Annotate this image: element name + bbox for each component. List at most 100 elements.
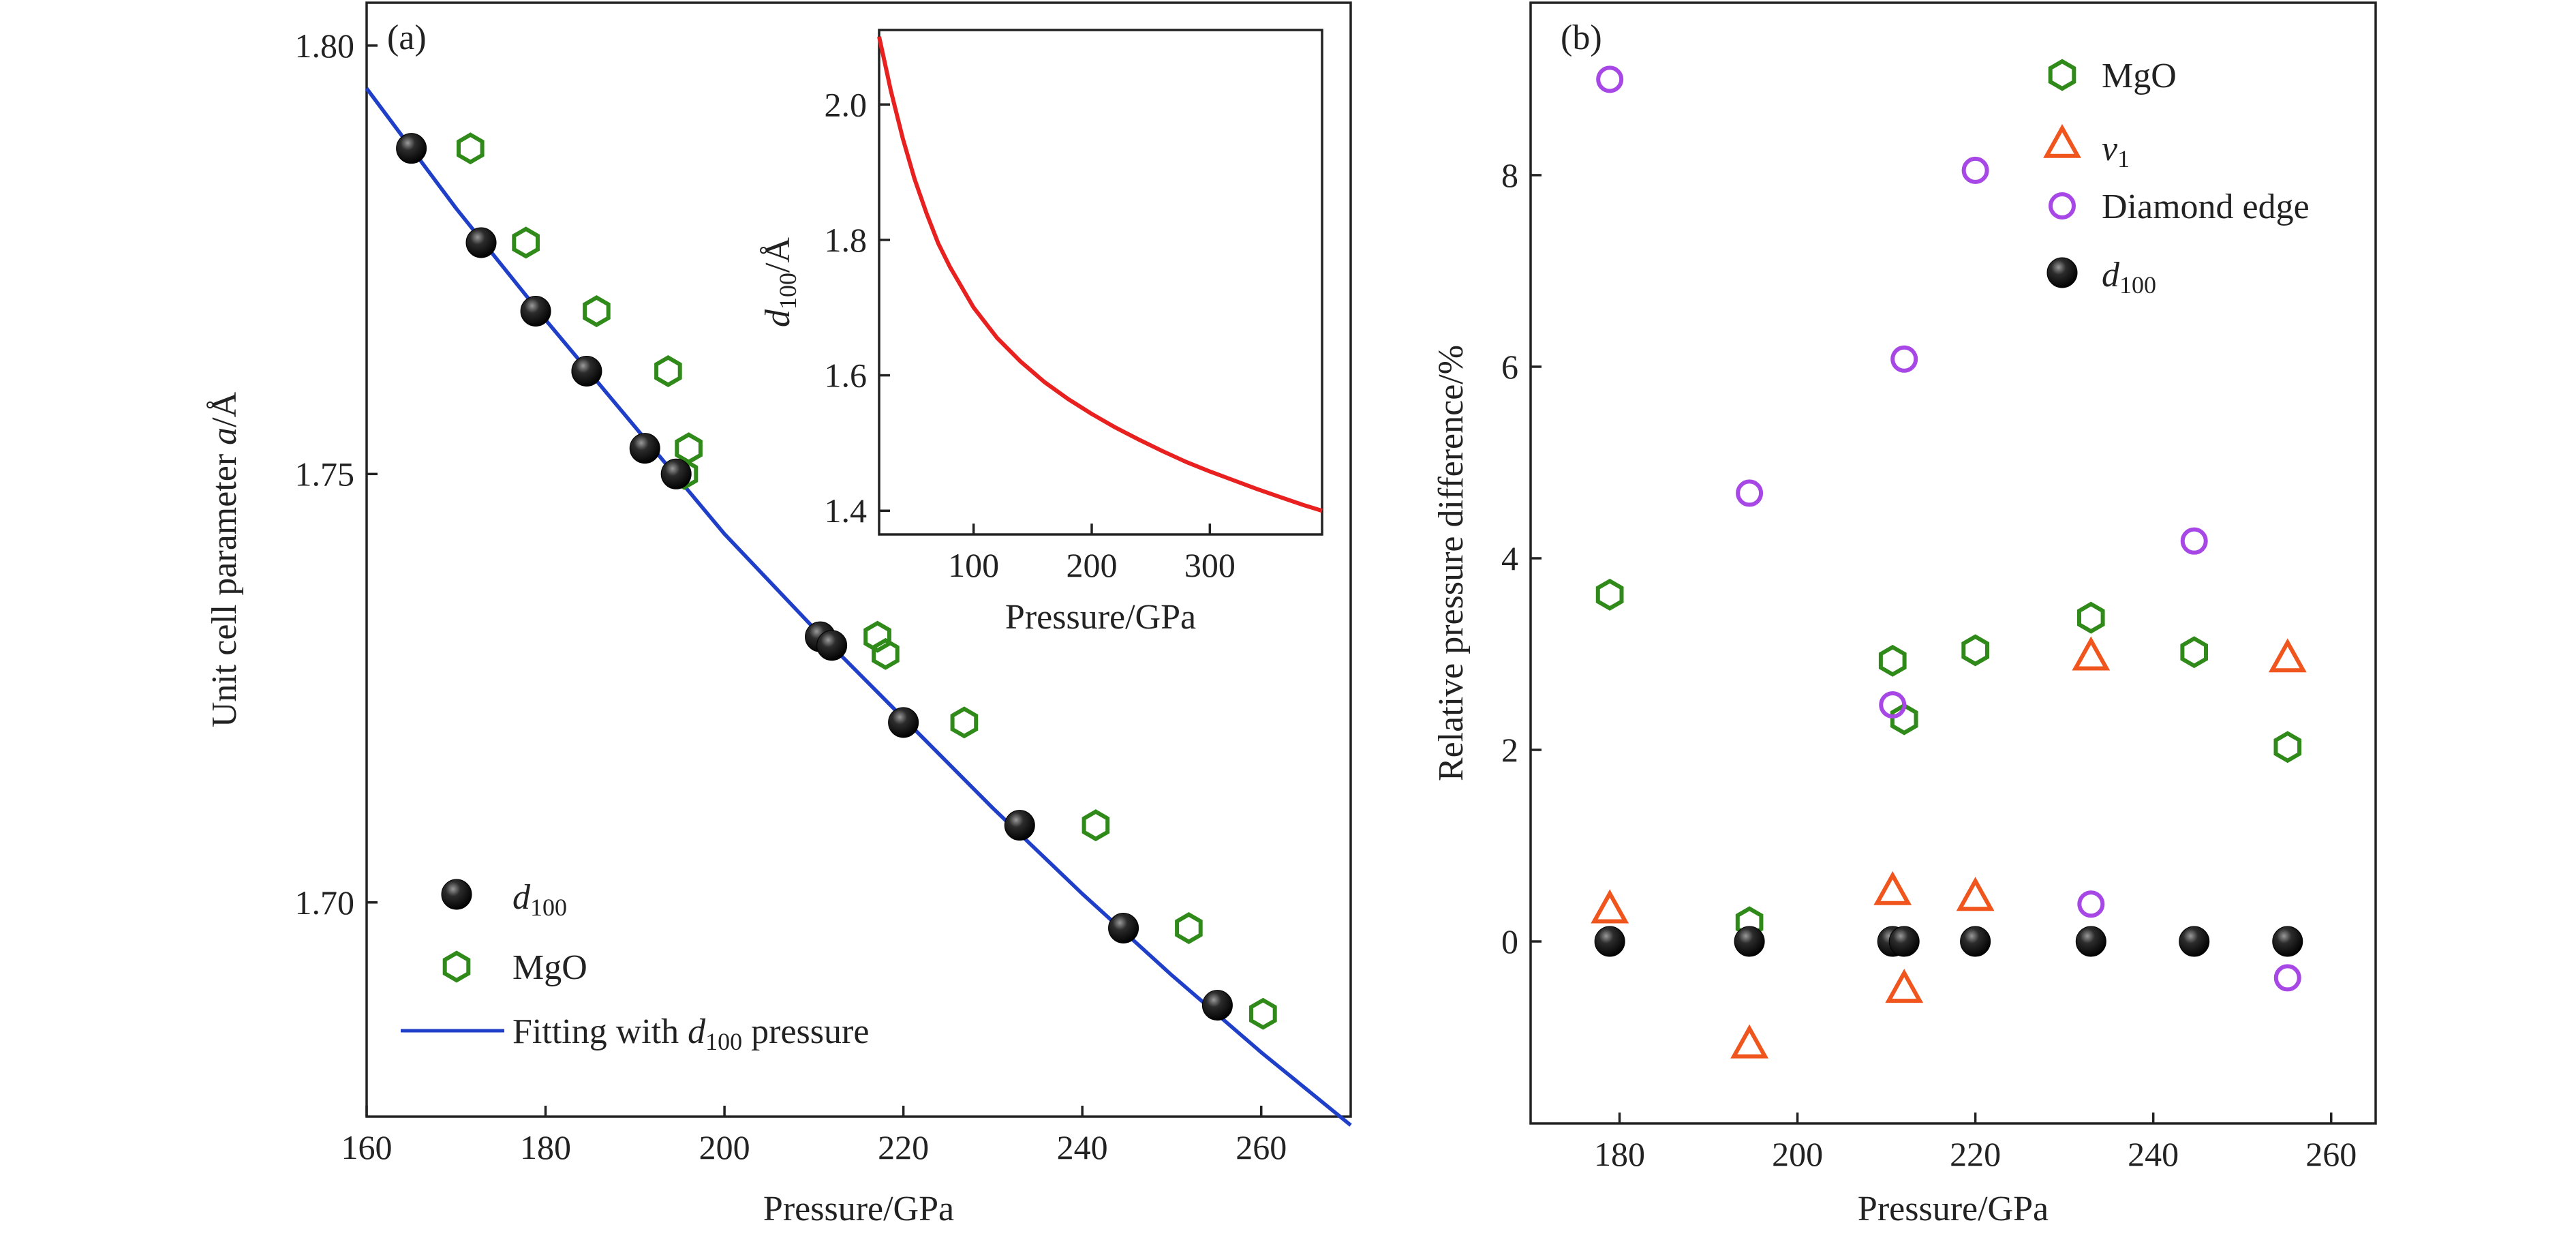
panel-b-diamond-point-5 <box>2077 890 2105 918</box>
panel-a-y-axis-label: Unit cell parameter a/Å <box>205 391 244 727</box>
legend-fit-after: pressure <box>742 1012 869 1051</box>
inset-y-axis-label: d100/Å <box>758 237 801 327</box>
panel-b-legend-nu1-marker <box>2043 123 2081 158</box>
panel-b-d100-point-5 <box>2075 926 2106 957</box>
legend-fit-before: Fitting with <box>512 1012 688 1051</box>
panel-b-x-tick-label-260: 260 <box>2305 1135 2357 1173</box>
inset-curve <box>877 36 1323 513</box>
panel-b-nu1-point-0 <box>1591 889 1629 924</box>
panel-b-d100-point-7 <box>2272 926 2303 957</box>
panel-b-nu1-point-5 <box>2072 636 2111 671</box>
panel-b-legend-nu1-symbol <box>2043 123 2081 158</box>
panel-b-mgo-point-4 <box>1961 634 1989 667</box>
panel-a-mgo-point-10 <box>1175 912 1203 944</box>
panel-a-d100-point-1 <box>465 227 497 258</box>
panel-b-x-tick-label-220: 220 <box>1950 1135 2001 1173</box>
panel-b-legend-mgo-marker <box>2048 59 2076 91</box>
panel-b-label: (b) <box>1561 18 1602 57</box>
panel-a-mgo-point-7 <box>872 637 900 670</box>
panel-b-nu1-point-3 <box>1885 969 1924 1003</box>
panel-a-y-tick-label-1: 1.75 <box>295 455 355 493</box>
panel-b-mgo-point-7 <box>2273 731 2302 763</box>
inset-x-tick-label-100: 100 <box>948 546 999 584</box>
panel-b-nu1-point-1 <box>1730 1024 1769 1059</box>
inset-x-axis-label: Pressure/GPa <box>1005 598 1196 637</box>
inset-y-tick-label-1: 1.6 <box>825 357 868 395</box>
panel-a-legend-d100-marker <box>441 879 472 910</box>
panel-a-d100-point-9 <box>1004 810 1035 841</box>
panel-b: 180 200 220 240 260 0 2 4 6 8 (b) Pressure/GPa R… <box>1432 1 2377 1228</box>
panel-b-mgo-point-5 <box>2077 601 2105 634</box>
panel-a-d100-point-11 <box>1201 990 1233 1021</box>
panel-b-legend-diamond-symbol <box>2049 192 2076 220</box>
panel-a-d100-point-4 <box>629 433 660 464</box>
inset-y-tick-label-0: 1.4 <box>825 492 868 530</box>
panel-a-mgo-point-9 <box>1082 809 1110 842</box>
legend-nu-italic: ν <box>2102 130 2118 168</box>
panel-a-x-tick-label-240: 240 <box>1057 1128 1108 1166</box>
panel-b-nu1-point-6 <box>2268 638 2307 673</box>
panel-b-points-layer <box>1591 65 2307 1059</box>
panel-a-d100-point-5 <box>660 458 692 489</box>
panel-a-x-tick-label-160: 160 <box>341 1128 393 1166</box>
panel-b-legend-mgo-symbol <box>2048 59 2076 91</box>
panel-b-legend-mgo-label: MgO <box>2102 57 2177 95</box>
panel-b-y-tick-label-0: 0 <box>1501 922 1518 961</box>
panel-b-legend-d100-symbol <box>2046 257 2078 288</box>
inset-y-tick-label-2: 1.8 <box>825 221 868 259</box>
panel-a-mgo-point-6 <box>863 620 891 653</box>
panel-b-mgo-point-0 <box>1595 578 1624 611</box>
legend-b-d-italic: d <box>2102 256 2120 294</box>
panel-a-x-tick-label-200: 200 <box>699 1128 750 1166</box>
panel-a-x-tick-label-180: 180 <box>520 1128 571 1166</box>
legend-fit-sub: 100 <box>705 1028 742 1055</box>
panel-a-legend-d100-label: d100 <box>512 878 567 921</box>
panel-a-d100-point-2 <box>520 295 551 327</box>
inset-y-label-italic: d <box>758 309 797 327</box>
panel-b-legend-diamond-marker <box>2049 192 2076 220</box>
panel-a-plot-frame <box>365 1 1352 1118</box>
panel-b-mgo-point-3 <box>1890 703 1918 736</box>
panel-b-mgo-point-2 <box>1878 644 1907 677</box>
panel-a-x-tick-label-220: 220 <box>878 1128 929 1166</box>
panel-a-d100-point-7 <box>816 630 848 661</box>
panel-a-y-tick-label-0: 1.70 <box>295 883 355 922</box>
panel-b-y-tick-label-4: 8 <box>1501 156 1518 194</box>
legend-fit-italic: d <box>688 1012 706 1051</box>
panel-b-diamond-point-6 <box>2180 527 2208 555</box>
inset-y-ticks: 1.4 1.6 1.8 2.0 <box>825 85 890 530</box>
inset-curve-layer <box>877 36 1323 513</box>
panel-a-mgo-point-2 <box>583 295 611 327</box>
panel-b-d100-point-0 <box>1594 926 1625 957</box>
panel-a-d100-point-0 <box>396 133 427 164</box>
panel-b-diamond-point-1 <box>1736 479 1764 507</box>
inset-y-label-after: /Å <box>758 237 797 273</box>
panel-a-y-label-after: /Å <box>205 391 244 427</box>
panel-b-diamond-point-2 <box>1879 691 1907 719</box>
panel-a-mgo-point-8 <box>950 706 979 739</box>
panel-a-x-tick-label-260: 260 <box>1236 1128 1287 1166</box>
panel-b-nu1-point-2 <box>1873 871 1912 905</box>
panel-b-plot-frame <box>1529 1 2377 1125</box>
panel-a-label: (a) <box>387 18 427 57</box>
panel-a-mgo-point-11 <box>1249 997 1277 1030</box>
panel-a-x-ticks: 160 180 200 220 240 260 <box>341 1106 1287 1166</box>
panel-b-y-tick-label-3: 6 <box>1501 348 1518 386</box>
panel-a-mgo-point-3 <box>654 355 682 387</box>
panel-b-diamond-point-3 <box>1890 345 1918 373</box>
panel-a-y-label-before: Unit cell parameter <box>205 445 244 727</box>
inset-y-tick-label-3: 2.0 <box>825 85 868 123</box>
panel-b-diamond-point-0 <box>1596 65 1624 93</box>
inset-x-tick-label-300: 300 <box>1184 546 1236 584</box>
panel-b-x-tick-label-240: 240 <box>2128 1135 2179 1173</box>
panel-a-d100-point-3 <box>571 355 602 387</box>
panel-a-legend-d100-symbol <box>441 879 472 910</box>
legend-d-italic: d <box>512 878 531 917</box>
legend-nu-sub: 1 <box>2117 145 2130 172</box>
panel-b-diamond-point-7 <box>2273 964 2301 992</box>
panel-b-d100-point-3 <box>1888 926 1920 957</box>
panel-b-nu1-point-4 <box>1956 877 1995 911</box>
panel-b-legend-nu1-label: ν1 <box>2102 130 2130 172</box>
panel-a-mgo-point-0 <box>457 132 485 165</box>
